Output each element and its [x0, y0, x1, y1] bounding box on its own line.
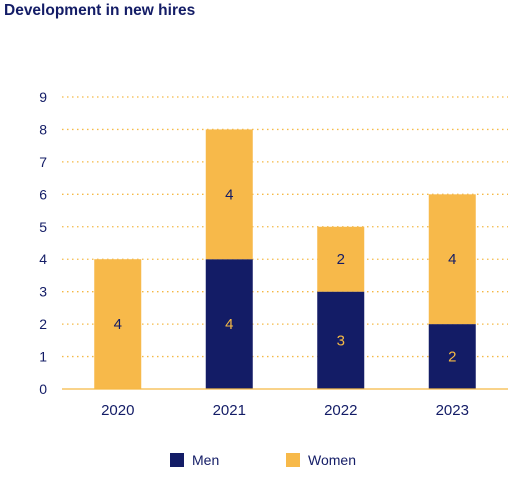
x-axis-ticks: 2020 2021 2022 2023 — [101, 402, 469, 419]
y-tick-label: 1 — [39, 349, 47, 365]
y-tick-label: 5 — [39, 219, 47, 235]
legend-label-women: Women — [308, 452, 356, 468]
x-tick-label-2021: 2021 — [213, 402, 246, 419]
bar-women-2021 — [205, 129, 253, 260]
bar-women-2020 — [94, 259, 142, 389]
data-label-men-2021: 4 — [225, 316, 233, 333]
data-label-men-2022: 3 — [337, 332, 345, 349]
y-tick-label: 6 — [39, 186, 47, 202]
data-label-women-2023: 4 — [448, 251, 456, 268]
y-tick-label: 9 — [39, 89, 47, 105]
y-tick-label: 7 — [39, 154, 47, 170]
legend: Men Women — [170, 452, 356, 468]
bar-women-2022 — [317, 226, 365, 292]
legend-label-men: Men — [192, 452, 219, 468]
y-tick-label: 3 — [39, 284, 47, 300]
bars: 4 4 4 3 2 2 4 — [94, 129, 476, 389]
x-tick-label-2020: 2020 — [101, 402, 134, 419]
bar-women-2023 — [428, 194, 476, 325]
legend-swatch-women — [286, 453, 300, 467]
data-label-women-2022: 2 — [337, 251, 345, 268]
data-label-women-2021: 4 — [225, 186, 233, 203]
x-tick-label-2022: 2022 — [324, 402, 357, 419]
y-tick-label: 0 — [39, 381, 47, 397]
y-tick-label: 4 — [39, 251, 47, 267]
y-axis-ticks: 0 1 2 3 4 5 6 7 8 9 — [39, 89, 47, 397]
data-label-women-2020: 4 — [114, 316, 122, 333]
x-tick-label-2023: 2023 — [436, 402, 469, 419]
chart-title: Development in new hires — [4, 2, 196, 19]
bar-men-2021 — [205, 259, 253, 389]
y-tick-label: 2 — [39, 316, 47, 332]
data-label-men-2023: 2 — [448, 349, 456, 366]
legend-swatch-men — [170, 453, 184, 467]
y-tick-label: 8 — [39, 121, 47, 137]
bar-men-2023 — [428, 324, 476, 389]
bar-men-2022 — [317, 291, 365, 389]
